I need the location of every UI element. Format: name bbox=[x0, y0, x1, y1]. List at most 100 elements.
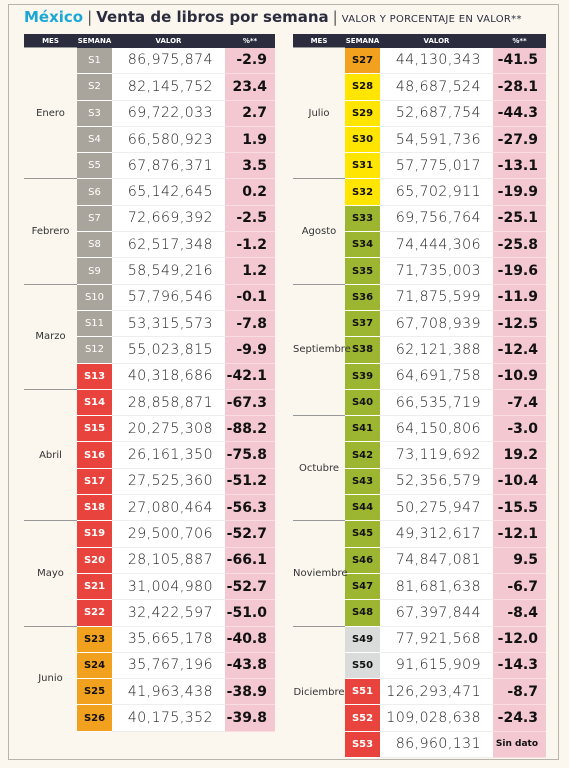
week: S28 bbox=[345, 73, 380, 101]
row: Septiembre S36 71,875,599 -11.9 bbox=[293, 283, 546, 416]
week: S17 bbox=[77, 468, 112, 496]
country: México bbox=[24, 8, 84, 26]
week: S51 bbox=[345, 678, 380, 706]
percent: -15.5 bbox=[493, 494, 546, 522]
week: S37 bbox=[345, 310, 380, 338]
percent: -10.9 bbox=[493, 363, 546, 390]
row: S47 81,681,638 -6.7 bbox=[293, 573, 546, 601]
column-header: %** bbox=[493, 34, 546, 48]
row: S8 62,517,348 -1.2 bbox=[24, 231, 275, 259]
week: S6 bbox=[77, 178, 112, 206]
week: S29 bbox=[345, 100, 380, 127]
value: 64,150,806 bbox=[380, 415, 493, 443]
month: Septiembre bbox=[293, 283, 351, 416]
value: 57,775,017 bbox=[380, 152, 493, 180]
week: S33 bbox=[345, 205, 380, 233]
percent: -3.0 bbox=[493, 415, 546, 443]
value: 20,275,308 bbox=[112, 415, 225, 443]
row: S39 64,691,758 -10.9 bbox=[293, 363, 546, 390]
row: S37 67,708,939 -12.5 bbox=[293, 310, 546, 338]
month: Mayo bbox=[24, 520, 77, 627]
percent: 0.2 bbox=[225, 178, 275, 206]
week: S10 bbox=[77, 284, 112, 311]
row: S3 69,722,033 2.7 bbox=[24, 100, 275, 127]
percent: -7.8 bbox=[225, 310, 275, 338]
separator: | bbox=[332, 8, 338, 26]
row: S43 52,356,579 -10.4 bbox=[293, 468, 546, 496]
row: S42 73,119,692 19.2 bbox=[293, 441, 546, 469]
percent: Sin dato bbox=[493, 731, 546, 759]
value: 29,500,706 bbox=[112, 520, 225, 548]
percent: -19.9 bbox=[493, 178, 546, 206]
week: S43 bbox=[345, 468, 380, 496]
percent: -38.9 bbox=[225, 678, 275, 706]
row: S2 82,145,752 23.4 bbox=[24, 73, 275, 101]
percent: -25.8 bbox=[493, 231, 546, 259]
percent: 19.2 bbox=[493, 441, 546, 469]
percent: -52.7 bbox=[225, 520, 275, 548]
percent: -44.3 bbox=[493, 100, 546, 127]
percent: -41.5 bbox=[493, 47, 546, 75]
percent: -51.2 bbox=[225, 468, 275, 496]
week: S3 bbox=[77, 100, 112, 127]
value: 62,517,348 bbox=[112, 231, 225, 259]
value: 65,702,911 bbox=[380, 178, 493, 206]
row: Mayo S19 29,500,706 -52.7 bbox=[24, 520, 275, 627]
value: 27,080,464 bbox=[112, 494, 225, 522]
row: S12 55,023,815 -9.9 bbox=[24, 336, 275, 364]
percent: -28.1 bbox=[493, 73, 546, 101]
value: 58,549,216 bbox=[112, 257, 225, 285]
week: S32 bbox=[345, 178, 380, 206]
value: 109,028,638 bbox=[380, 704, 493, 732]
row: S4 66,580,923 1.9 bbox=[24, 126, 275, 154]
week: S49 bbox=[345, 626, 380, 653]
value: 40,175,352 bbox=[112, 704, 225, 732]
week: S11 bbox=[77, 310, 112, 338]
value: 32,422,597 bbox=[112, 599, 225, 627]
value: 72,669,392 bbox=[112, 205, 225, 233]
percent: -12.4 bbox=[493, 336, 546, 364]
row: S25 41,963,438 -38.9 bbox=[24, 678, 275, 706]
row: S29 52,687,754 -44.3 bbox=[293, 100, 546, 127]
value: 28,858,871 bbox=[112, 389, 225, 417]
column-header: VALOR bbox=[380, 34, 493, 48]
percent: -13.1 bbox=[493, 152, 546, 180]
percent: -19.6 bbox=[493, 257, 546, 285]
row: S17 27,525,360 -51.2 bbox=[24, 468, 275, 496]
month: Diciembre bbox=[293, 625, 345, 758]
percent: 23.4 bbox=[225, 73, 275, 101]
row: S7 72,669,392 -2.5 bbox=[24, 205, 275, 233]
value: 44,130,343 bbox=[380, 47, 493, 75]
percent: -1.2 bbox=[225, 231, 275, 259]
week: S19 bbox=[77, 520, 112, 548]
title: Venta de libros por semana bbox=[96, 8, 329, 26]
week: S47 bbox=[345, 573, 380, 601]
percent: -11.9 bbox=[493, 284, 546, 311]
value: 82,145,752 bbox=[112, 73, 225, 101]
row: S51 126,293,471 -8.7 bbox=[293, 678, 546, 706]
percent: 1.2 bbox=[225, 257, 275, 285]
percent: -42.1 bbox=[225, 363, 275, 390]
month: Julio bbox=[293, 46, 345, 179]
week: S31 bbox=[345, 152, 380, 180]
percent: -27.9 bbox=[493, 126, 546, 154]
week: S12 bbox=[77, 336, 112, 364]
week: S27 bbox=[345, 47, 380, 75]
percent: -52.7 bbox=[225, 573, 275, 601]
week: S4 bbox=[77, 126, 112, 154]
value: 65,142,645 bbox=[112, 178, 225, 206]
week: S1 bbox=[77, 47, 112, 75]
row: S31 57,775,017 -13.1 bbox=[293, 152, 546, 180]
value: 54,591,736 bbox=[380, 126, 493, 154]
percent: -12.5 bbox=[493, 310, 546, 338]
week: S52 bbox=[345, 704, 380, 732]
value: 64,691,758 bbox=[380, 363, 493, 390]
percent: -67.3 bbox=[225, 389, 275, 417]
week: S22 bbox=[77, 599, 112, 627]
week: S9 bbox=[77, 257, 112, 285]
row: Julio S27 44,130,343 -41.5 bbox=[293, 46, 546, 179]
percent: -6.7 bbox=[493, 573, 546, 601]
separator: | bbox=[87, 8, 93, 26]
month: Marzo bbox=[24, 283, 77, 390]
week: S5 bbox=[77, 152, 112, 180]
